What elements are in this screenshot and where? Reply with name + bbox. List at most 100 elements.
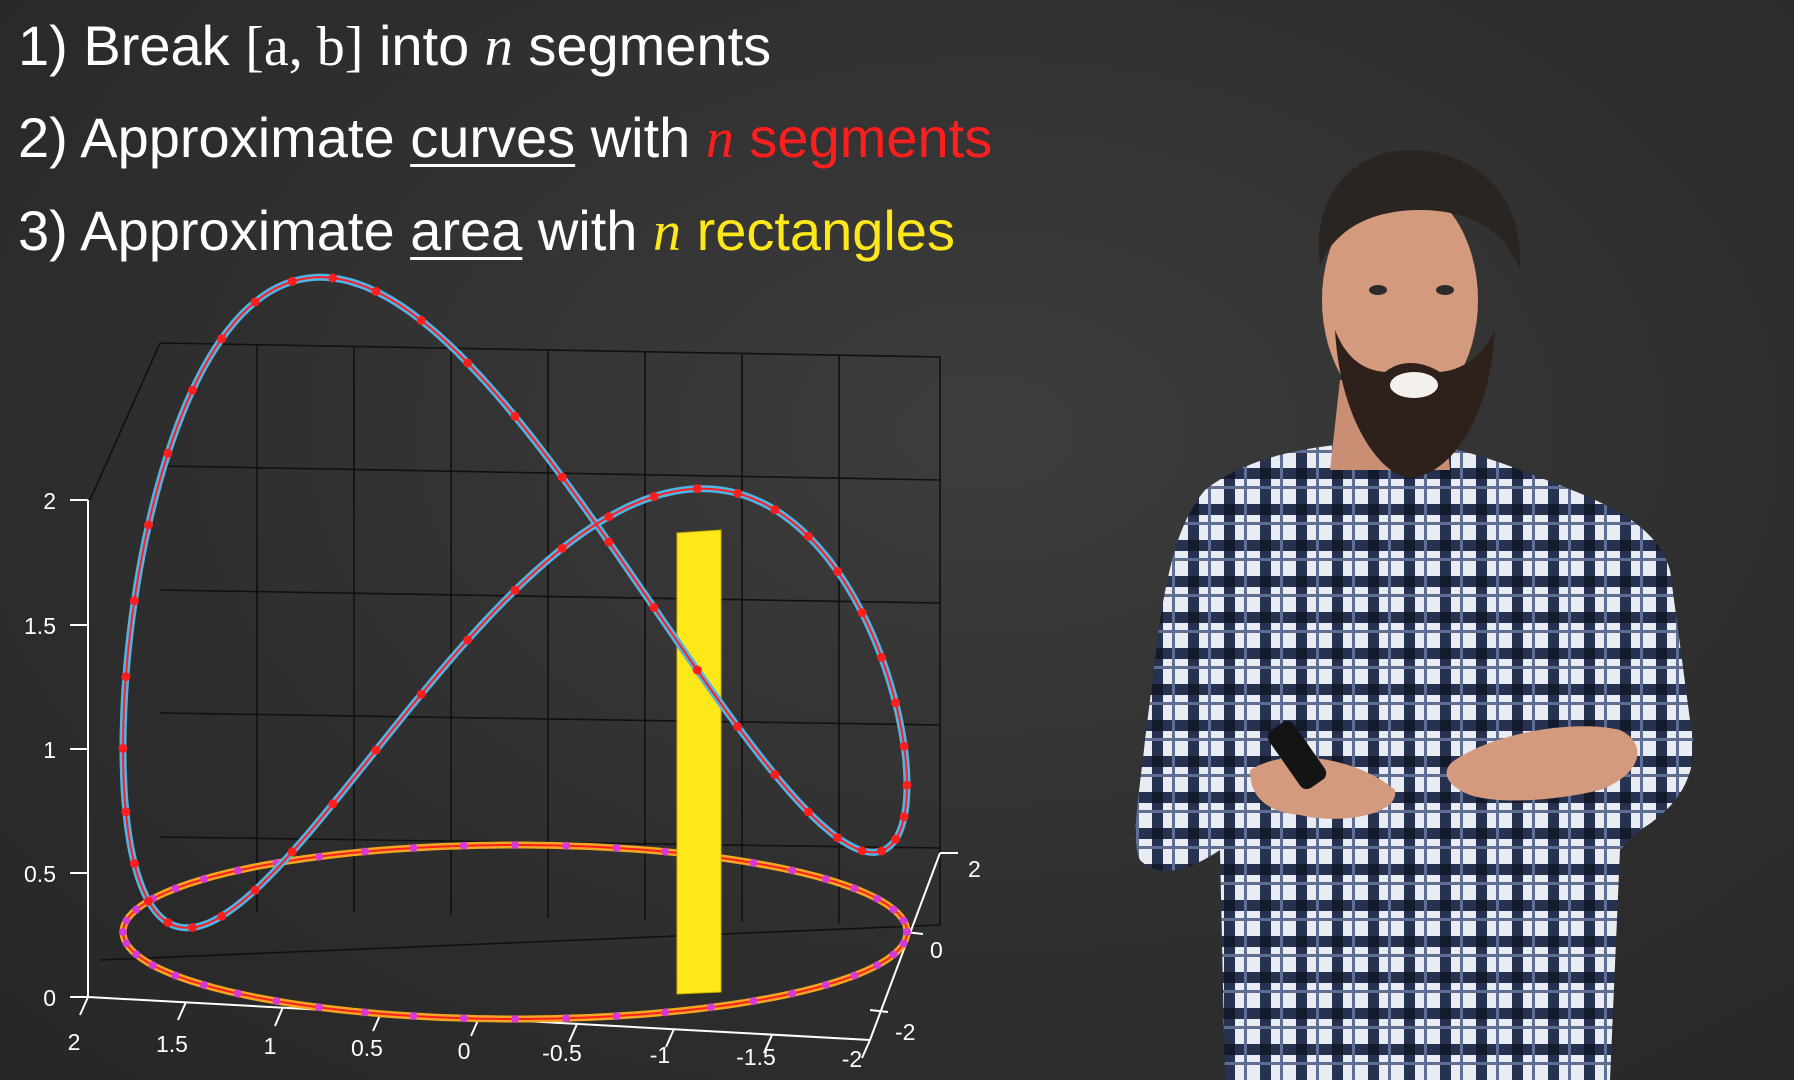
step-1-interval: [a, b] — [245, 16, 364, 78]
space-curve-point — [510, 585, 520, 595]
step-1-into: into — [378, 14, 470, 77]
step-1: 1) Break [a, b] into n segments — [18, 16, 771, 78]
space-curve-point — [649, 492, 659, 501]
floor-edge — [99, 924, 941, 961]
space-curve-point — [770, 505, 780, 515]
base-curve-point — [361, 1008, 369, 1017]
space-curve-point — [118, 743, 128, 753]
base-curve-point — [889, 905, 898, 914]
space-curve-point — [891, 698, 901, 708]
step-3-verb: Approximate — [80, 199, 395, 262]
base-curve-point — [749, 997, 758, 1005]
space-curve-point — [463, 358, 473, 368]
base-curve-point — [511, 1015, 519, 1023]
space-curve-point — [692, 665, 702, 675]
x-tick-label: 1.5 — [156, 1031, 188, 1057]
base-curve-point — [899, 939, 908, 948]
x-tick-label: -1.5 — [736, 1044, 776, 1070]
z-tick-label: 1 — [43, 737, 56, 763]
space-curve-point — [416, 689, 426, 699]
base-curve-point — [873, 894, 882, 903]
space-curve-point — [416, 315, 426, 325]
space-curve-point — [121, 807, 131, 817]
x-tick-label: 2 — [68, 1029, 81, 1055]
x-tick-label: -2 — [842, 1046, 862, 1072]
space-curve-point — [371, 745, 381, 755]
y-tick-label: 2 — [968, 856, 981, 882]
presenter-head — [1318, 150, 1521, 478]
space-curve-point — [733, 488, 743, 498]
step-2-n: n — [705, 108, 734, 170]
base-curve-point — [171, 971, 180, 980]
base-curve-point — [562, 1014, 571, 1023]
space-curve-point — [129, 596, 139, 606]
base-curve-point — [788, 989, 797, 998]
presenter-remote-icon — [1267, 720, 1327, 790]
base-curve-point — [122, 939, 131, 948]
space-curve-point — [217, 334, 227, 344]
space-curve-point — [877, 652, 886, 662]
space-curve-point — [604, 512, 614, 522]
grid-horizontal-lines — [159, 465, 941, 849]
space-curve — [118, 273, 912, 932]
space-curve-point — [877, 846, 886, 856]
step-3-n: n — [653, 201, 682, 263]
plot-grid — [89, 342, 941, 961]
base-curve-point — [132, 905, 141, 914]
base-curve-point — [171, 884, 180, 893]
base-curve-point — [511, 841, 519, 849]
base-curve-point — [788, 866, 797, 875]
space-curve-point — [328, 273, 338, 283]
space-curve-point — [163, 448, 173, 458]
z-tick-label: 2 — [43, 488, 56, 514]
base-curve-point — [899, 916, 908, 925]
step-1-number: 1) — [18, 14, 68, 77]
step-2-curves: curves — [410, 106, 576, 169]
step-3-number: 3) — [18, 199, 68, 262]
base-curve-point — [850, 971, 859, 980]
x-tick-label: -1 — [650, 1042, 670, 1068]
space-curve-point — [891, 834, 901, 844]
x-tick-label: 0.5 — [351, 1035, 383, 1061]
space-curve-point — [604, 537, 614, 547]
z-tick-label: 0.5 — [24, 861, 56, 887]
base-curve-point — [661, 1008, 669, 1017]
base-curve-point — [822, 875, 830, 883]
space-curve-point — [833, 833, 843, 843]
space-curve-point — [733, 722, 743, 732]
grid-vertical-lines — [256, 345, 840, 924]
step-3-area: area — [410, 199, 523, 262]
y-tick-label: 0 — [930, 937, 943, 963]
base-curve-point — [315, 852, 323, 861]
base-curve-point — [409, 1012, 418, 1020]
step-3-rectangles: rectangles — [696, 199, 955, 262]
base-curve-point — [361, 847, 369, 856]
space-curve-point — [510, 411, 520, 421]
space-curve-point — [187, 385, 197, 395]
step-2-number: 2) — [18, 106, 68, 169]
space-curve-point — [371, 286, 381, 296]
base-curve-point — [889, 950, 898, 959]
base-curve-point — [233, 989, 242, 998]
base-curve-point — [850, 884, 859, 893]
base-curve-point — [119, 928, 127, 936]
space-curve-point — [833, 567, 843, 576]
step-2-with: with — [590, 106, 691, 169]
presenter-hands — [1250, 726, 1638, 819]
base-curve-point — [822, 981, 830, 989]
step-1-verb: Break — [83, 14, 230, 77]
space-curve-point — [770, 770, 780, 780]
step-1-segments: segments — [528, 14, 772, 77]
base-curve-point — [562, 841, 571, 850]
x-tick-label: -0.5 — [542, 1040, 582, 1066]
space-curve-point — [902, 780, 912, 790]
step-2-verb: Approximate — [80, 106, 395, 169]
space-curve-point — [250, 885, 260, 895]
space-curve-point — [287, 276, 297, 286]
base-curve-point — [409, 844, 418, 852]
space-curve-point — [899, 812, 909, 822]
space-curve-point — [857, 608, 867, 618]
z-axis — [70, 499, 89, 998]
